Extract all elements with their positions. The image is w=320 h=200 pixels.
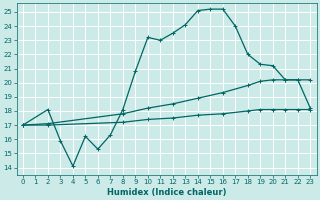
X-axis label: Humidex (Indice chaleur): Humidex (Indice chaleur): [107, 188, 226, 197]
